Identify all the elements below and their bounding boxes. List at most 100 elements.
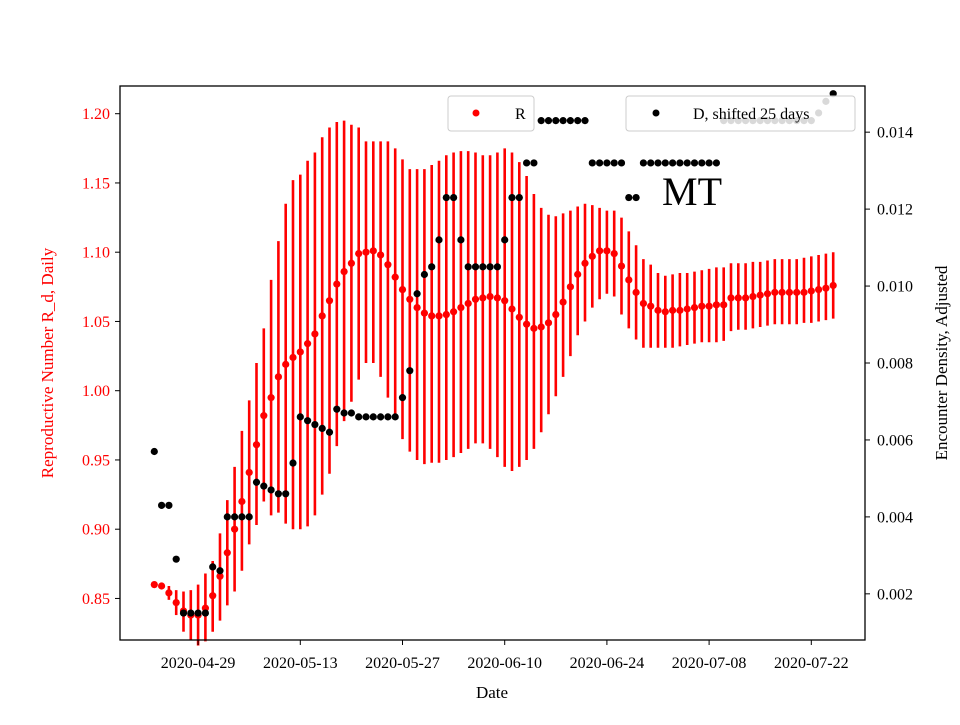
r-point: [742, 294, 750, 302]
d-point: [304, 417, 312, 425]
x-tick-label: 2020-04-29: [161, 655, 236, 672]
r-point: [398, 285, 407, 294]
left-tick-label: 1.20: [82, 106, 110, 123]
r-point: [537, 323, 545, 331]
x-tick-label: 2020-05-13: [263, 655, 338, 672]
d-point: [194, 609, 202, 617]
d-point: [267, 486, 275, 494]
r-point: [384, 261, 392, 269]
right-tick-label: 0.010: [877, 279, 913, 296]
d-point: [661, 159, 669, 167]
d-point: [683, 159, 691, 167]
d-point: [442, 193, 450, 202]
d-point: [238, 513, 246, 521]
d-point: [566, 117, 575, 125]
r-point: [749, 292, 757, 301]
x-tick-label: 2020-05-27: [365, 655, 440, 672]
r-point: [245, 468, 253, 477]
r-point: [289, 353, 297, 362]
d-point: [486, 263, 494, 271]
r-point: [252, 441, 261, 449]
d-point: [377, 413, 385, 421]
r-point: [807, 287, 815, 295]
d-point: [355, 413, 363, 421]
r-point: [428, 312, 436, 320]
r-point: [771, 288, 779, 296]
r-point: [464, 299, 472, 308]
d-point: [471, 263, 480, 271]
d-point: [632, 193, 640, 202]
r-point: [377, 251, 385, 259]
d-point: [581, 117, 589, 125]
left-axis-title: Reproductive Number R_d, Daily: [38, 247, 57, 478]
d-point: [311, 420, 319, 429]
right-tick-label: 0.014: [877, 125, 913, 142]
r-point: [238, 497, 246, 506]
r-point: [201, 604, 209, 612]
r-point: [654, 306, 662, 314]
r-point: [311, 330, 319, 338]
legend-r: R: [447, 95, 535, 132]
d-point: [209, 563, 217, 571]
r-point: [515, 313, 523, 321]
r-point: [647, 302, 655, 310]
left-axis-ticks: 0.85 0.90 0.95 1.00 1.05 1.10 1.15 1.20: [82, 106, 120, 608]
x-axis-ticks: 2020-04-29 2020-05-13 2020-05-27 2020-06-10…: [161, 640, 849, 672]
r-point: [158, 582, 166, 590]
d-point: [501, 236, 509, 244]
r-point: [486, 292, 494, 301]
r-point: [815, 285, 823, 294]
r-point: [333, 280, 341, 288]
r-point: [501, 297, 509, 305]
r-point: [720, 301, 728, 309]
r-point: [304, 340, 312, 348]
legend-d-label: D, shifted 25 days: [693, 106, 809, 123]
r-point: [355, 249, 363, 258]
d-point: [464, 263, 472, 271]
d-point: [698, 159, 706, 167]
r-point: [209, 592, 217, 600]
d-point: [493, 263, 501, 271]
legend-d-frame: [625, 95, 856, 132]
d-point: [340, 409, 348, 417]
d-point: [530, 159, 538, 167]
r-point: [296, 348, 304, 356]
d-point: [544, 117, 553, 125]
r-point: [632, 288, 640, 296]
d-point: [369, 413, 377, 421]
r-point: [712, 301, 721, 309]
r-point: [274, 373, 282, 381]
r-point: [369, 247, 377, 255]
d-point: [384, 413, 392, 421]
d-point: [296, 413, 304, 421]
r-point: [566, 283, 575, 291]
d-point: [596, 159, 604, 167]
d-point: [690, 159, 699, 167]
d-point: [654, 159, 662, 167]
d-point: [187, 609, 195, 617]
r-point: [318, 312, 326, 320]
d-point: [165, 501, 173, 509]
x-tick-label: 2020-06-10: [467, 655, 542, 672]
r-point: [676, 306, 684, 314]
r-point: [391, 273, 399, 281]
d-point: [639, 159, 648, 167]
r-point: [778, 288, 786, 296]
legend-d-marker: [652, 109, 660, 117]
left-tick-label: 1.00: [82, 383, 110, 400]
d-point: [552, 117, 560, 125]
d-point: [274, 490, 282, 498]
r-point: [172, 599, 180, 607]
d-point: [508, 193, 516, 202]
d-point: [289, 459, 297, 467]
r-point: [763, 290, 772, 298]
d-point: [158, 501, 166, 509]
r-point: [340, 267, 348, 276]
r-point: [260, 412, 268, 420]
d-point: [625, 193, 633, 202]
d-point: [676, 159, 684, 167]
d-point: [712, 159, 721, 167]
r-point: [574, 270, 582, 278]
